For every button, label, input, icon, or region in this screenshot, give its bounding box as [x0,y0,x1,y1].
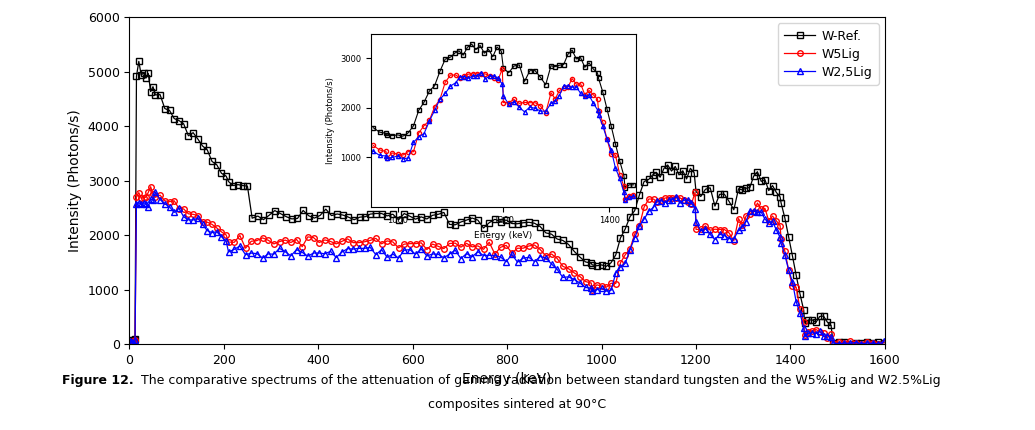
W-Ref. [123,337,136,342]
W5Lig [128,337,141,342]
Text: Figure 12.: Figure 12. [62,374,134,387]
W5Lig [125,341,138,347]
Line: W-Ref.: W-Ref. [127,58,887,347]
W-Ref. [132,59,145,64]
W5Lig [123,340,136,345]
W-Ref. [387,212,400,217]
W2,5Lig [878,339,890,344]
Line: W5Lig: W5Lig [127,184,887,347]
Line: W2,5Lig: W2,5Lig [127,190,887,347]
W-Ref. [197,144,209,149]
W2,5Lig [127,340,140,345]
W2,5Lig [638,217,650,222]
W2,5Lig [319,251,331,256]
W5Lig [878,340,890,345]
W5Lig [662,195,675,200]
W5Lig [643,197,655,202]
W5Lig [145,184,157,189]
W2,5Lig [866,341,879,346]
X-axis label: Energy (keV): Energy (keV) [463,372,552,386]
W2,5Lig [827,340,839,345]
W2,5Lig [658,200,671,205]
W-Ref. [878,340,890,345]
W2,5Lig [873,341,885,347]
W5Lig [873,341,885,347]
Text: The comparative spectrums of the attenuation of gamma radiation between standard: The comparative spectrums of the attenua… [137,374,940,387]
W2,5Lig [149,190,161,195]
W5Lig [832,339,845,344]
W2,5Lig [123,338,136,344]
W-Ref. [523,220,535,225]
W-Ref. [191,136,204,141]
Y-axis label: Intensity (Photons/s): Intensity (Photons/s) [68,109,82,252]
Text: composites sintered at 90°C: composites sintered at 90°C [428,398,607,411]
W5Lig [324,239,336,244]
Legend: W-Ref., W5Lig, W2,5Lig: W-Ref., W5Lig, W2,5Lig [778,24,879,85]
W-Ref. [844,341,856,346]
W-Ref. [534,224,546,229]
W-Ref. [650,170,662,175]
